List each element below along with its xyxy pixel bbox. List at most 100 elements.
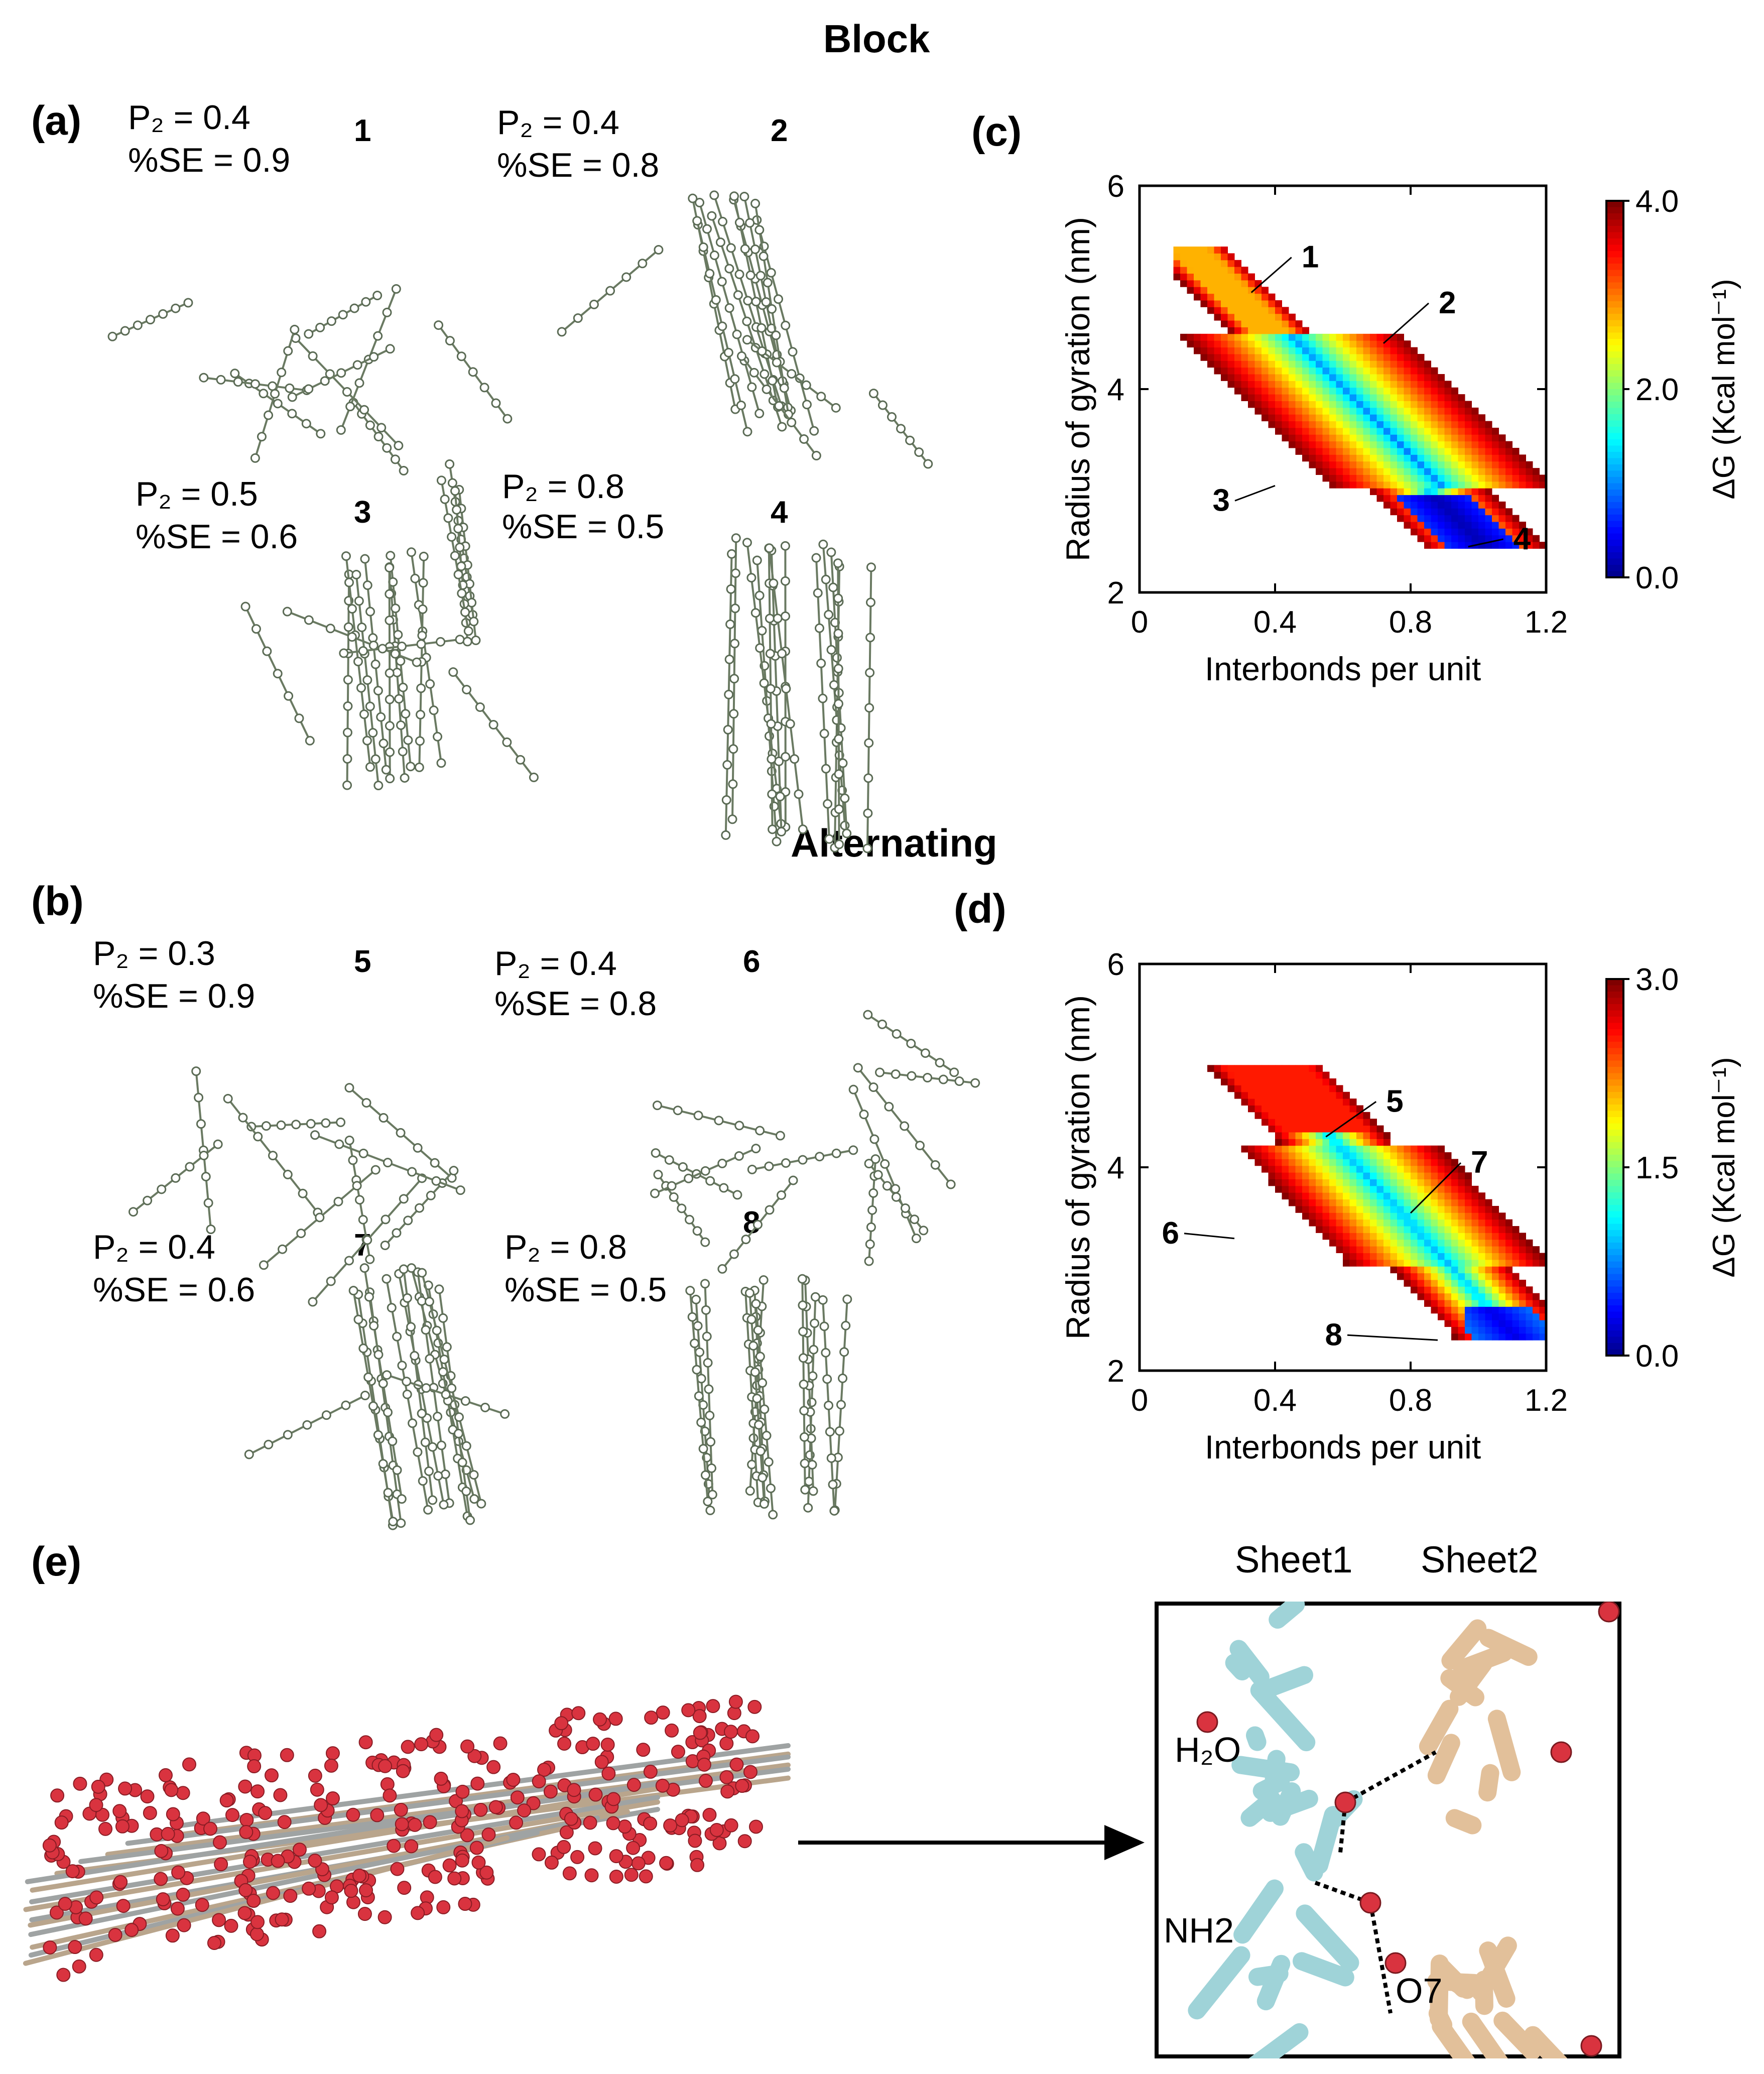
heatmap-cell <box>1417 387 1425 395</box>
heatmap-cell <box>1438 448 1445 455</box>
heatmap-cell <box>1376 1159 1384 1166</box>
polymer-bead <box>746 1314 757 1324</box>
heatmap-cell <box>1282 360 1289 368</box>
annotation-5: 5 <box>1386 1084 1403 1119</box>
polymer-bead <box>417 631 427 641</box>
heatmap-cell <box>1336 401 1343 408</box>
colorbar-segment <box>1606 1105 1623 1112</box>
polymer-bead <box>418 1476 428 1486</box>
heatmap-cell <box>1336 414 1343 422</box>
colorbar-segment <box>1606 1117 1623 1124</box>
heatmap-cell <box>1248 401 1255 408</box>
heatmap-cell <box>1451 1286 1458 1294</box>
heatmap-cell <box>1336 360 1343 368</box>
annotation-leader <box>1234 484 1276 502</box>
heatmap-cell <box>1411 1246 1418 1254</box>
heatmap-cell <box>1221 367 1228 375</box>
heatmap-cell <box>1397 515 1404 522</box>
heatmap-cell <box>1370 1219 1377 1227</box>
heatmap-cell <box>1207 1065 1214 1072</box>
heatmap-cell <box>1322 427 1330 435</box>
heatmap-cell <box>1187 247 1194 254</box>
heatmap-cell <box>1289 327 1296 334</box>
water-oxygen <box>98 1821 113 1836</box>
polymer-bead <box>397 1494 407 1504</box>
polymer-bead <box>826 1453 836 1463</box>
snapshot-8-se: %SE = 0.5 <box>505 1271 667 1309</box>
polymer-bead <box>752 1219 763 1230</box>
heatmap-cell <box>1336 1091 1343 1099</box>
x-tick-label: 1.2 <box>1525 1383 1568 1418</box>
heatmap-cell <box>1289 313 1296 321</box>
polymer-bead <box>194 1092 204 1103</box>
heatmap-cell <box>1370 488 1377 496</box>
water-oxygen <box>469 1841 484 1855</box>
heatmap-cell <box>1390 1233 1398 1240</box>
water-oxygen <box>617 1819 632 1834</box>
polymer-bead <box>410 573 420 583</box>
heatmap-cell <box>1376 1192 1384 1200</box>
heatmap-cell <box>1397 374 1404 381</box>
heatmap-cell <box>1404 481 1411 489</box>
heatmap-cell <box>1248 333 1255 341</box>
heatmap-cell <box>1478 474 1485 482</box>
heatmap-cell <box>1262 1091 1269 1099</box>
heatmap-cell <box>1349 1145 1357 1153</box>
polymer-bead <box>759 1275 769 1285</box>
heatmap-cell <box>1526 468 1533 475</box>
heatmap-cell <box>1194 287 1201 294</box>
polymer-bead <box>416 639 426 649</box>
heatmap-cell <box>1343 1165 1350 1173</box>
heatmap-cell <box>1417 1212 1425 1220</box>
heatmap-cell <box>1370 434 1377 442</box>
water-oxygen <box>671 1745 685 1759</box>
heatmap-cell <box>1282 333 1289 341</box>
water-oxygen <box>688 1834 702 1848</box>
heatmap-cell <box>1336 1152 1343 1159</box>
annotation-leader <box>1250 257 1292 293</box>
water-oxygen <box>195 1898 209 1912</box>
snapshot-3-se: %SE = 0.6 <box>136 518 298 556</box>
heatmap-cell <box>1383 1246 1391 1254</box>
polymer-bead <box>447 532 457 542</box>
heatmap-cell <box>1275 1179 1282 1186</box>
heatmap-cell <box>1336 461 1343 468</box>
heatmap-cell <box>1431 1259 1438 1267</box>
heatmap-cell <box>1471 1192 1479 1200</box>
water-oxygen <box>748 1819 763 1834</box>
polymer-bead <box>833 664 843 674</box>
heatmap-cell <box>1404 1273 1411 1280</box>
polymer-bead <box>362 675 372 685</box>
snapshot-6-se: %SE = 0.8 <box>494 985 657 1023</box>
polymer-bead <box>864 1256 874 1266</box>
colorbar-segment <box>1606 351 1623 358</box>
sheet1-stick <box>1264 1666 1314 1696</box>
polymer-bead <box>736 400 746 410</box>
polymer-bead <box>759 251 769 261</box>
heatmap-cell <box>1465 1293 1472 1300</box>
heatmap-cell <box>1478 1199 1485 1206</box>
heatmap-cell <box>1519 1313 1526 1320</box>
heatmap-cell <box>1458 481 1465 489</box>
heatmap-cell <box>1465 1253 1472 1260</box>
heatmap-cell <box>1526 1333 1533 1340</box>
heatmap-cell <box>1329 374 1336 381</box>
heatmap-cell <box>1431 401 1438 408</box>
heatmap-cell <box>1349 461 1357 468</box>
heatmap-cell <box>1336 1165 1343 1173</box>
heatmap-cell <box>1356 427 1363 435</box>
water-oxygen <box>370 1808 385 1822</box>
polymer-bead <box>250 379 260 389</box>
heatmap-cell <box>1268 320 1276 327</box>
heatmap-cell <box>1268 407 1276 415</box>
snapshot-7-se: %SE = 0.6 <box>93 1271 256 1309</box>
heatmap-cell <box>1376 374 1384 381</box>
heatmap-cell <box>1478 421 1485 428</box>
heatmap-cell <box>1268 1125 1276 1133</box>
water-oxygen <box>564 1811 578 1826</box>
heatmap-cell <box>1187 340 1194 348</box>
heatmap-cell <box>1262 367 1269 375</box>
heatmap-cell <box>1431 495 1438 502</box>
heatmap-cell <box>1404 1185 1411 1193</box>
polymer-bead <box>363 1372 373 1382</box>
